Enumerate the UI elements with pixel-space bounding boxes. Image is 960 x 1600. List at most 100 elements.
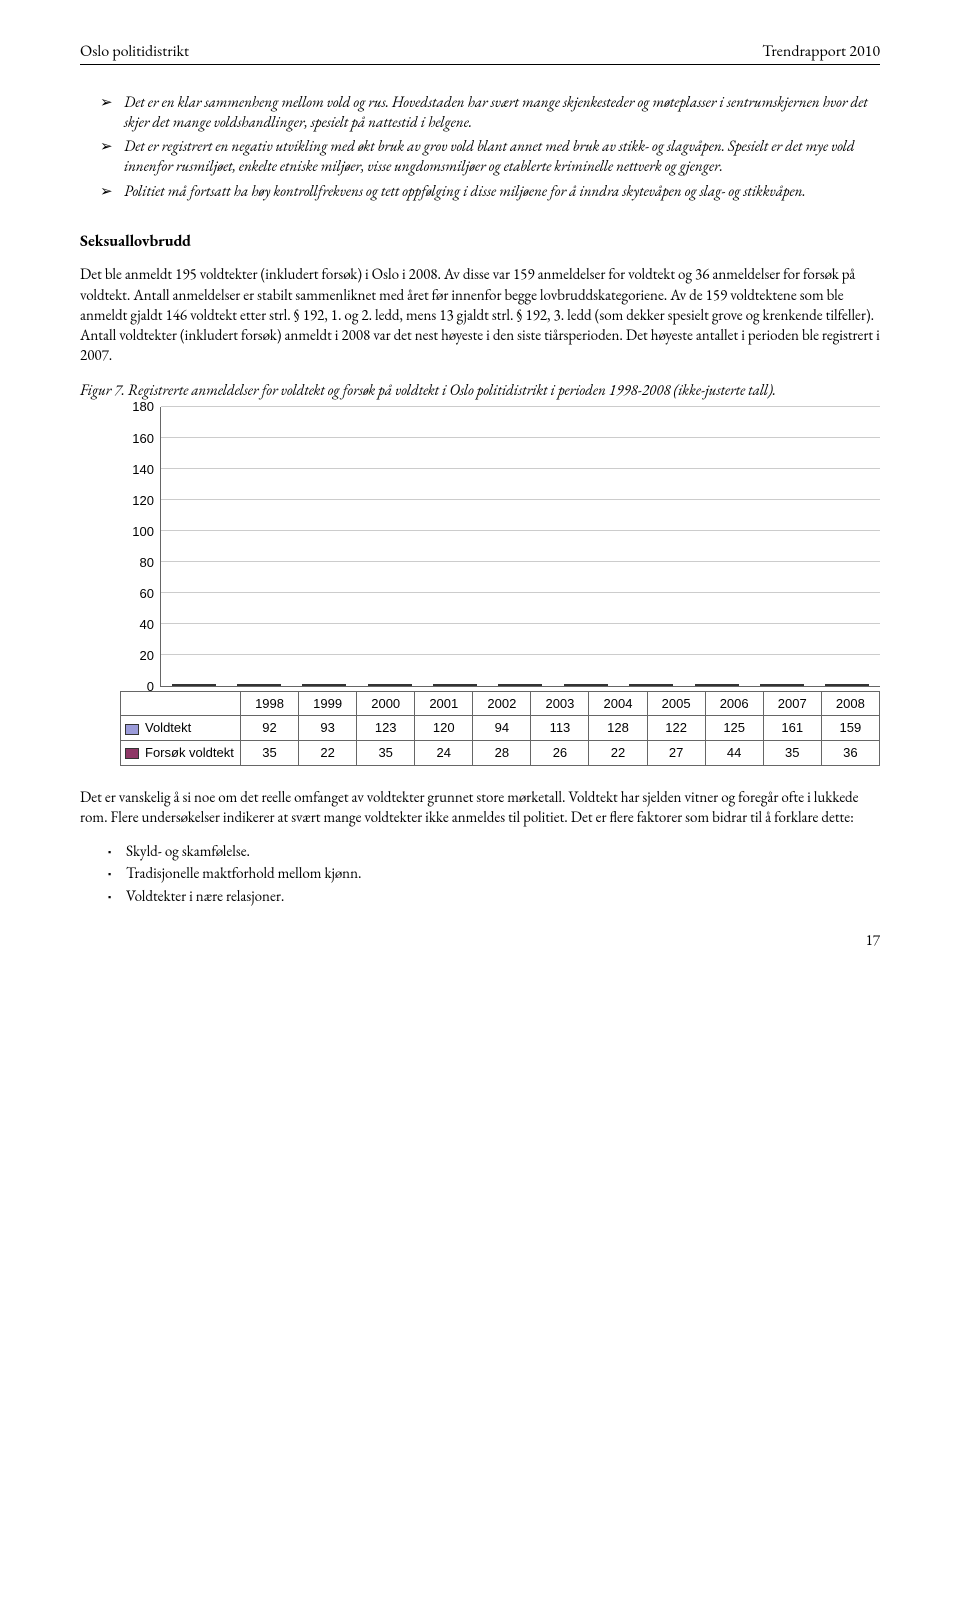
bar (172, 684, 194, 686)
gridline (161, 654, 880, 655)
bar-group (488, 684, 553, 686)
bar (520, 684, 542, 686)
bar (847, 684, 869, 686)
y-tick-label: 0 (147, 678, 154, 696)
table-year-header: 2008 (821, 691, 879, 716)
table-year-header: 2003 (531, 691, 589, 716)
y-tick-label: 80 (140, 554, 154, 572)
table-year-header: 2000 (357, 691, 415, 716)
table-cell: 44 (705, 741, 763, 766)
table-cell: 24 (415, 741, 473, 766)
paragraph-1: Det ble anmeldt 195 voldtekter (inkluder… (80, 265, 880, 366)
table-cell: 120 (415, 716, 473, 741)
bar (455, 684, 477, 686)
bar (760, 684, 782, 686)
table-cell: 22 (589, 741, 647, 766)
table-cell: 35 (357, 741, 415, 766)
bullet-text: Det er registrert en negativ utvikling m… (124, 137, 880, 178)
bar (237, 684, 259, 686)
chart-y-axis: 020406080100120140160180 (120, 407, 160, 687)
bar (390, 684, 412, 686)
bar (302, 684, 324, 686)
bar-chart: 020406080100120140160180 199819992000200… (120, 407, 880, 766)
bullet-arrow-icon: ➢ (100, 93, 124, 134)
top-bullet: ➢Det er en klar sammenheng mellom vold o… (100, 93, 880, 134)
bar-group (684, 684, 749, 686)
bar-group (357, 684, 422, 686)
y-tick-label: 160 (132, 429, 154, 447)
paragraph-2: Det er vanskelig å si noe om det reelle … (80, 788, 880, 829)
table-cell: 125 (705, 716, 763, 741)
table-year-header: 2007 (763, 691, 821, 716)
gridline (161, 406, 880, 407)
top-bullet: ➢Politiet må fortsatt ha høy kontrollfre… (100, 182, 880, 202)
table-cell: 36 (821, 741, 879, 766)
section-title: Seksuallovbrudd (80, 230, 880, 252)
table-year-header: 2002 (473, 691, 531, 716)
bar (368, 684, 390, 686)
bar-group (749, 684, 814, 686)
bar (695, 684, 717, 686)
bar (259, 684, 281, 686)
gridline (161, 499, 880, 500)
small-bullet: Tradisjonelle maktforhold mellom kjønn. (108, 864, 880, 884)
table-year-header: 1999 (299, 691, 357, 716)
table-year-header: 2001 (415, 691, 473, 716)
bullet-text: Politiet må fortsatt ha høy kontrollfrek… (124, 182, 880, 202)
chart-data-table: 1998199920002001200220032004200520062007… (120, 691, 880, 766)
bar (498, 684, 520, 686)
table-cell: 113 (531, 716, 589, 741)
table-cell: 22 (299, 741, 357, 766)
y-tick-label: 60 (140, 585, 154, 603)
series-legend-cell: Forsøk voldtekt (121, 741, 241, 766)
small-bullet-list: Skyld- og skamfølelse.Tradisjonelle makt… (108, 842, 880, 907)
small-bullet: Voldtekter i nære relasjoner. (108, 887, 880, 907)
bar (433, 684, 455, 686)
table-cell: 28 (473, 741, 531, 766)
table-cell: 94 (473, 716, 531, 741)
table-year-header: 1998 (241, 691, 299, 716)
table-year-header: 2005 (647, 691, 705, 716)
table-cell: 123 (357, 716, 415, 741)
y-tick-label: 100 (132, 523, 154, 541)
bar (194, 684, 216, 686)
bullet-arrow-icon: ➢ (100, 137, 124, 178)
table-cell: 35 (241, 741, 299, 766)
bar-group (422, 684, 487, 686)
table-cell: 93 (299, 716, 357, 741)
figure-caption: Figur 7. Registrerte anmeldelser for vol… (80, 381, 880, 401)
top-bullet: ➢Det er registrert en negativ utvikling … (100, 137, 880, 178)
table-cell: 159 (821, 716, 879, 741)
bar (564, 684, 586, 686)
bar-group (619, 684, 684, 686)
top-bullet-list: ➢Det er en klar sammenheng mellom vold o… (100, 93, 880, 202)
bar (825, 684, 847, 686)
gridline (161, 530, 880, 531)
header-left: Oslo politidistrikt (80, 40, 189, 62)
table-cell: 35 (763, 741, 821, 766)
y-tick-label: 180 (132, 398, 154, 416)
table-year-header: 2006 (705, 691, 763, 716)
legend-swatch (125, 748, 139, 759)
bar-group (815, 684, 880, 686)
table-cell: 27 (647, 741, 705, 766)
bar (782, 684, 804, 686)
legend-swatch (125, 724, 139, 735)
gridline (161, 623, 880, 624)
gridline (161, 468, 880, 469)
table-cell: 161 (763, 716, 821, 741)
bullet-text: Det er en klar sammenheng mellom vold og… (124, 93, 880, 134)
bar-group (161, 684, 226, 686)
bar (717, 684, 739, 686)
y-tick-label: 40 (140, 616, 154, 634)
bar (586, 684, 608, 686)
page-header: Oslo politidistrikt Trendrapport 2010 (80, 40, 880, 65)
gridline (161, 561, 880, 562)
table-cell: 26 (531, 741, 589, 766)
table-cell: 128 (589, 716, 647, 741)
bar-group (226, 684, 291, 686)
gridline (161, 592, 880, 593)
gridline (161, 437, 880, 438)
table-cell: 122 (647, 716, 705, 741)
bullet-arrow-icon: ➢ (100, 182, 124, 202)
